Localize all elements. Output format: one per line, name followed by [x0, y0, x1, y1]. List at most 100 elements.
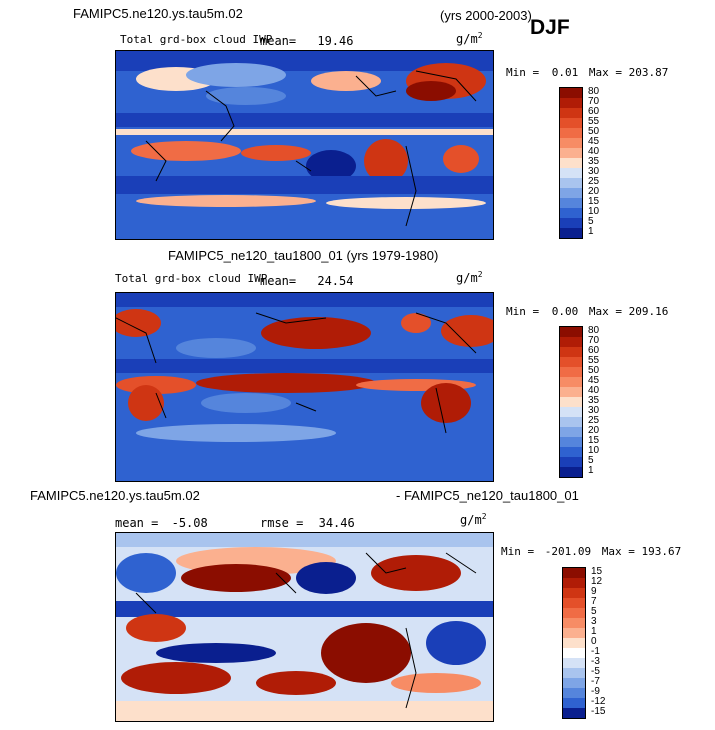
colorbar-label: 40	[588, 385, 600, 396]
colorbar-label: 80	[588, 86, 600, 97]
colorbar-swatch	[560, 208, 582, 218]
panel1-minmax: Min = 0.01 Max = 203.87	[506, 66, 668, 79]
colorbar-swatch	[563, 638, 585, 648]
panel1-years: (yrs 2000-2003)	[440, 8, 532, 23]
panel1-max-value: 203.87	[628, 66, 669, 79]
panel1-map-field	[116, 51, 493, 239]
colorbar-swatch	[560, 467, 582, 477]
panel3-control-title: - FAMIPC5_ne120_tau1800_01	[396, 488, 579, 503]
panel3-rmse: rmse = 34.46	[260, 516, 355, 530]
colorbar-label: 50	[588, 126, 600, 137]
panel2-mean: mean= 24.54	[260, 274, 353, 288]
colorbar-swatch	[563, 668, 585, 678]
units-exp: 2	[481, 512, 487, 521]
colorbar-swatch	[560, 178, 582, 188]
panel3-mean-label: mean =	[115, 516, 159, 530]
colorbar-label: 15	[591, 566, 603, 577]
colorbar-swatch	[563, 598, 585, 608]
panel1-mean-label: mean=	[260, 34, 297, 48]
colorbar-swatch	[563, 688, 585, 698]
colorbar-label: -12	[591, 696, 606, 707]
colorbar-swatch	[560, 457, 582, 467]
panel2-map	[115, 292, 494, 482]
panel3-mean-value: -5.08	[171, 516, 208, 530]
colorbar-label: 15	[588, 196, 600, 207]
colorbar-swatch	[560, 437, 582, 447]
season-label: DJF	[530, 16, 570, 39]
colorbar-swatch	[560, 447, 582, 457]
colorbar-swatch	[560, 158, 582, 168]
panel3-minmax: Min = -201.09 Max = 193.67	[501, 545, 681, 558]
panel2-colorbar: 80 70 60 55 50 45 40 35 30 25 20 15 10 5 1	[559, 325, 619, 478]
panel1-min-value: 0.01	[551, 66, 579, 79]
colorbar-swatch	[563, 628, 585, 638]
colorbar-swatch	[563, 698, 585, 708]
colorbar-label: -9	[591, 686, 600, 697]
colorbar-swatch	[560, 337, 582, 347]
panel1-min-label: Min =	[506, 66, 540, 79]
panel1-max-label: Max =	[588, 66, 622, 79]
panel1-mean-value: 19.46	[317, 34, 354, 48]
colorbar-label: 30	[588, 405, 600, 416]
panel3-rmse-value: 34.46	[318, 516, 355, 530]
colorbar-box	[559, 87, 583, 239]
panel2-title: FAMIPC5_ne120_tau1800_01 (yrs 1979-1980)	[168, 248, 439, 263]
colorbar-label: 50	[588, 365, 600, 376]
units-exp: 2	[477, 31, 483, 40]
colorbar-swatch	[563, 608, 585, 618]
colorbar-swatch	[560, 228, 582, 238]
colorbar-swatch	[560, 168, 582, 178]
colorbar-label: 45	[588, 136, 600, 147]
colorbar-swatch	[560, 98, 582, 108]
colorbar-swatch	[560, 407, 582, 417]
colorbar-label: -1	[591, 646, 600, 657]
colorbar-label: 55	[588, 355, 600, 366]
colorbar-label: 20	[588, 186, 600, 197]
colorbar-swatch	[563, 578, 585, 588]
panel2-max-label: Max =	[588, 305, 622, 318]
colorbar-swatch	[560, 148, 582, 158]
panel3-min-value: -201.09	[544, 545, 592, 558]
panel3-rmse-label: rmse =	[260, 516, 304, 530]
colorbar-label: -3	[591, 656, 600, 667]
panel1-variable: Total grd-box cloud IWP	[120, 33, 273, 46]
colorbar-label: 30	[588, 166, 600, 177]
colorbar-label: 5	[588, 216, 594, 227]
colorbar-label: 35	[588, 156, 600, 167]
colorbar-label: -5	[591, 666, 600, 677]
panel1-mean: mean= 19.46	[260, 34, 353, 48]
panel2-min-value: 0.00	[551, 305, 579, 318]
colorbar-swatch	[560, 218, 582, 228]
panel2-minmax: Min = 0.00 Max = 209.16	[506, 305, 668, 318]
panel3-max-value: 193.67	[641, 545, 682, 558]
colorbar-swatch	[560, 347, 582, 357]
colorbar-label: 80	[588, 325, 600, 336]
colorbar-label: 0	[591, 636, 597, 647]
units-base: g/m	[456, 271, 478, 285]
colorbar-label: 12	[591, 576, 603, 587]
panel2-variable: Total grd-box cloud IWP	[115, 272, 268, 285]
colorbar-swatch	[560, 88, 582, 98]
panel2-mean-label: mean=	[260, 274, 297, 288]
colorbar-label: -7	[591, 676, 600, 687]
units-exp: 2	[477, 270, 483, 279]
colorbar-label: 3	[591, 616, 597, 627]
colorbar-label: 40	[588, 146, 600, 157]
panel3-colorbar: 15 12 9 7 5 3 1 0 -1 -3 -5 -7 -9 -12 -15	[562, 566, 622, 719]
colorbar-label: 1	[588, 226, 594, 237]
panel1-colorbar: 80 70 60 55 50 45 40 35 30 25 20 15 10 5 1	[559, 86, 619, 239]
panel3-map-field	[116, 533, 493, 721]
colorbar-label: 10	[588, 445, 600, 456]
colorbar-label: 70	[588, 335, 600, 346]
panel1-map	[115, 50, 494, 240]
colorbar-swatch	[563, 678, 585, 688]
colorbar-label: 70	[588, 96, 600, 107]
panel3-case-title: FAMIPC5.ne120.ys.tau5m.02	[30, 488, 200, 503]
colorbar-swatch	[560, 108, 582, 118]
colorbar-label: 60	[588, 106, 600, 117]
colorbar-swatch	[560, 118, 582, 128]
panel3-min-label: Min =	[501, 545, 535, 558]
panel2-min-label: Min =	[506, 305, 540, 318]
colorbar-label: 35	[588, 395, 600, 406]
colorbar-label: 60	[588, 345, 600, 356]
